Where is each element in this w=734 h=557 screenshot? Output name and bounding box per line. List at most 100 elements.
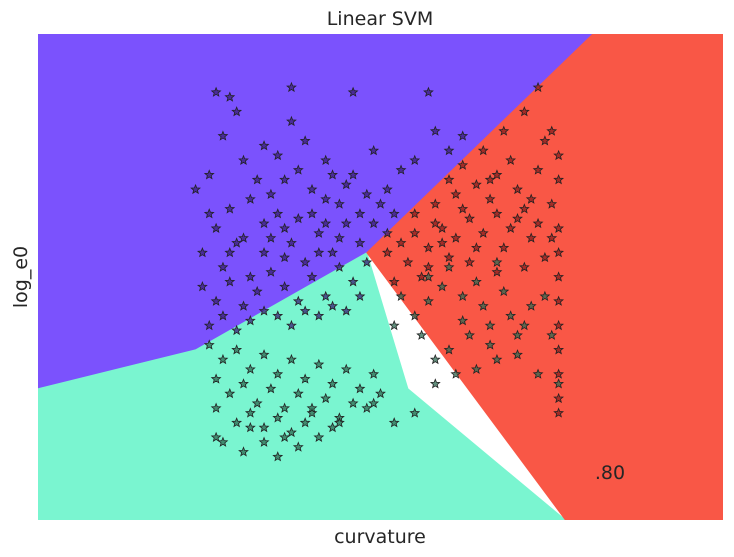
point-purple [333, 198, 345, 209]
point-red [498, 242, 510, 253]
point-teal [491, 353, 503, 365]
point-teal [272, 451, 284, 462]
point-red [546, 198, 558, 209]
point-purple [313, 247, 325, 258]
point-purple [279, 174, 291, 185]
point-purple [196, 247, 208, 258]
point-red [402, 256, 414, 268]
region-teal [38, 251, 567, 520]
point-purple [286, 115, 297, 127]
point-purple [375, 198, 386, 209]
point-purple [292, 212, 304, 224]
point-red [443, 251, 455, 263]
point-purple [224, 276, 236, 287]
point-red [477, 144, 489, 156]
point-purple [354, 208, 366, 219]
point-teal [464, 329, 475, 340]
point-purple [313, 310, 325, 321]
point-teal [279, 402, 291, 413]
point-red [436, 237, 448, 248]
point-teal [416, 329, 428, 340]
point-purple [327, 300, 338, 311]
point-purple [224, 247, 236, 258]
point-teal [272, 368, 284, 379]
point-red [470, 242, 482, 253]
point-red [553, 222, 565, 234]
point-red [539, 135, 551, 146]
point-purple [313, 227, 325, 238]
point-purple [320, 154, 332, 165]
point-teal [320, 392, 332, 404]
point-red [553, 295, 565, 306]
point-teal [292, 441, 304, 452]
point-teal [388, 319, 400, 331]
point-purple [258, 140, 270, 151]
point-purple [210, 86, 222, 97]
point-teal [265, 383, 277, 394]
point-teal [498, 285, 510, 297]
point-purple [238, 300, 249, 311]
point-purple [299, 305, 311, 316]
point-purple [265, 232, 277, 243]
point-red [553, 407, 565, 418]
point-red [512, 183, 523, 195]
point-purple [217, 261, 229, 272]
point-teal [299, 417, 311, 428]
point-purple [361, 188, 373, 199]
point-teal [203, 339, 215, 350]
point-purple [203, 208, 215, 219]
point-purple [279, 281, 291, 292]
point-teal [286, 353, 297, 365]
point-teal [347, 397, 359, 408]
point-teal [368, 397, 380, 408]
point-teal [217, 353, 229, 365]
point-red [388, 276, 400, 287]
point-purple [388, 208, 400, 219]
point-purple [306, 208, 318, 219]
point-purple [429, 125, 441, 136]
point-red [429, 217, 441, 229]
point-purple [231, 106, 243, 117]
point-purple [203, 169, 215, 180]
point-teal [436, 281, 448, 292]
point-purple [272, 310, 284, 321]
point-teal [470, 276, 482, 287]
point-red [423, 261, 434, 272]
point-teal [306, 402, 318, 413]
point-teal [539, 290, 551, 302]
point-teal [553, 378, 565, 389]
point-purple [279, 222, 291, 234]
point-red [491, 208, 503, 219]
point-teal [546, 329, 558, 340]
point-red [505, 154, 517, 165]
point-teal [491, 256, 503, 268]
point-purple [217, 310, 229, 321]
point-teal [368, 368, 380, 379]
point-red [553, 174, 565, 185]
point-teal [244, 407, 256, 418]
point-red [518, 203, 530, 214]
point-red [464, 212, 475, 224]
point-red [498, 125, 510, 136]
point-red [423, 242, 434, 253]
point-teal [313, 431, 325, 442]
point-red [505, 222, 517, 234]
point-purple [190, 183, 201, 195]
point-red [532, 217, 544, 229]
point-teal [306, 407, 318, 418]
point-purple [224, 91, 236, 102]
point-teal [470, 363, 482, 374]
point-teal [429, 378, 441, 389]
point-purple [196, 281, 208, 292]
point-purple [347, 86, 359, 97]
point-purple [347, 276, 359, 287]
point-teal [238, 446, 249, 457]
point-purple [381, 183, 393, 195]
point-red [553, 271, 565, 282]
point-red [553, 319, 565, 331]
point-purple [272, 208, 284, 219]
point-teal [244, 363, 256, 374]
point-purple [320, 290, 332, 302]
point-purple [327, 247, 338, 258]
point-teal [210, 373, 222, 384]
